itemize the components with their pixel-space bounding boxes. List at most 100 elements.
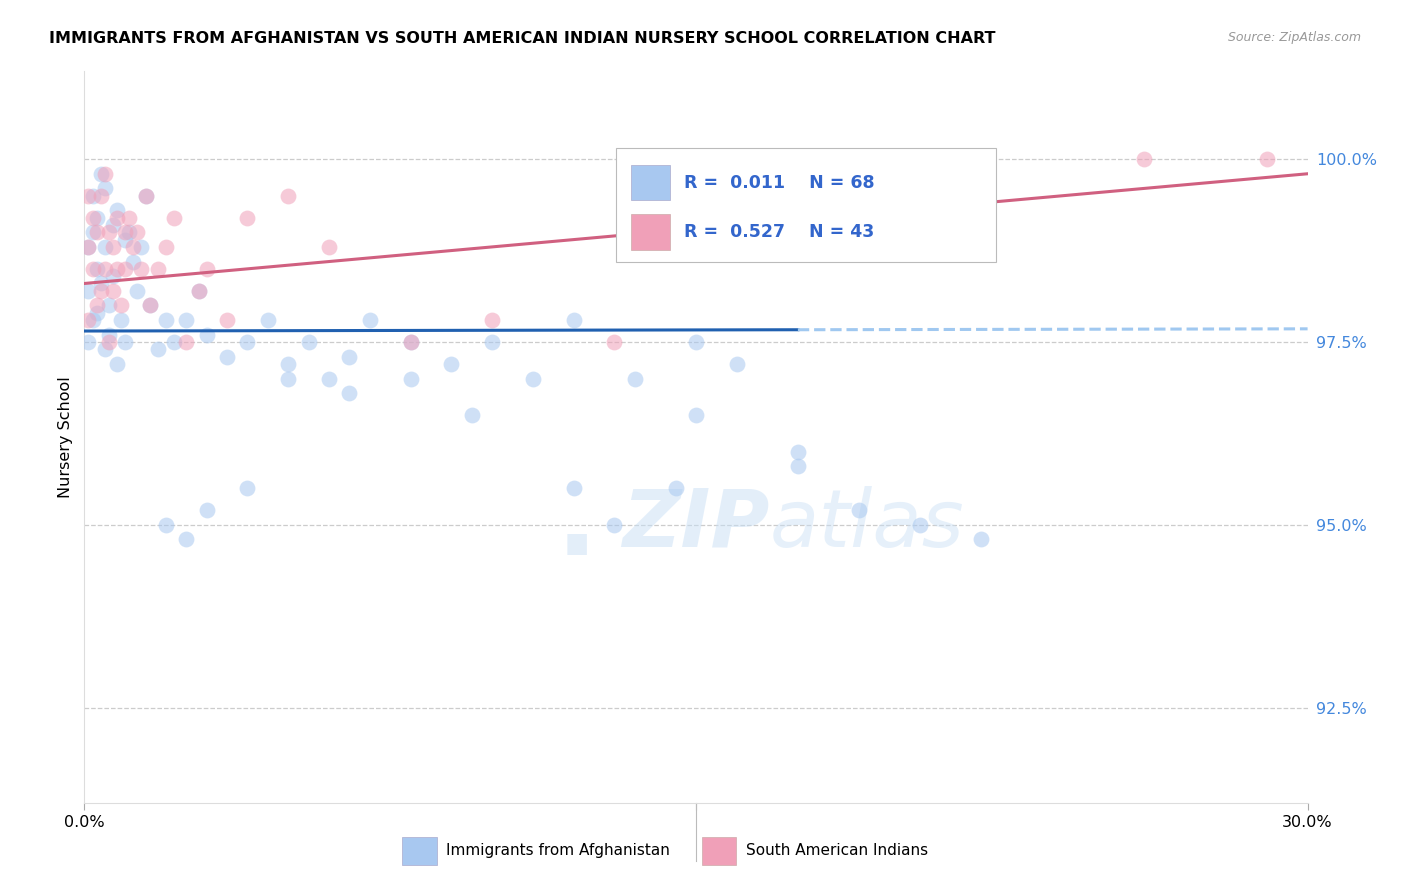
Point: [82, 225, 104, 239]
Point: [86, 225, 108, 239]
Point: [174, 334, 197, 349]
Point: [101, 218, 124, 232]
Text: R =  0.011    N = 68: R = 0.011 N = 68: [683, 174, 875, 192]
Point: [163, 334, 186, 349]
Y-axis label: Nursery School: Nursery School: [58, 376, 73, 498]
Text: Immigrants from Afghanistan: Immigrants from Afghanistan: [447, 843, 671, 858]
Point: [562, 313, 585, 327]
Point: [399, 334, 422, 349]
Point: [257, 313, 280, 327]
Point: [77, 313, 100, 327]
Point: [114, 233, 136, 247]
Point: [110, 298, 132, 312]
Point: [110, 313, 132, 327]
Point: [105, 261, 128, 276]
Point: [146, 261, 169, 276]
Point: [93, 240, 115, 254]
Point: [195, 327, 218, 342]
Point: [131, 261, 153, 276]
Point: [217, 313, 239, 327]
Point: [461, 408, 484, 422]
Point: [481, 313, 503, 327]
Point: [90, 284, 112, 298]
Point: [93, 181, 115, 195]
Point: [97, 225, 120, 239]
Bar: [631, 214, 671, 250]
Point: [195, 503, 218, 517]
Point: [155, 240, 177, 254]
Point: [97, 298, 120, 312]
Point: [522, 371, 544, 385]
Bar: [631, 165, 671, 200]
Point: [195, 261, 218, 276]
Point: [127, 225, 149, 239]
Point: [787, 444, 810, 458]
Point: [236, 334, 259, 349]
Point: [187, 284, 209, 298]
Point: [105, 203, 128, 218]
Point: [236, 211, 259, 225]
Point: [77, 188, 100, 202]
Point: [440, 357, 463, 371]
Point: [114, 334, 136, 349]
Point: [685, 408, 707, 422]
Point: [624, 371, 647, 385]
Point: [138, 298, 160, 312]
Text: ZIP: ZIP: [623, 486, 769, 564]
Text: R =  0.527    N = 43: R = 0.527 N = 43: [683, 223, 875, 241]
Point: [82, 261, 104, 276]
Point: [86, 298, 108, 312]
Point: [359, 313, 381, 327]
Point: [155, 517, 177, 532]
Point: [399, 371, 422, 385]
Text: South American Indians: South American Indians: [747, 843, 928, 858]
Point: [105, 357, 128, 371]
Point: [77, 240, 100, 254]
Point: [1256, 152, 1278, 166]
Point: [118, 211, 141, 225]
Point: [174, 313, 197, 327]
Point: [122, 240, 145, 254]
Point: [86, 211, 108, 225]
Point: [77, 334, 100, 349]
Point: [101, 269, 124, 284]
Point: [138, 298, 160, 312]
Point: [603, 517, 626, 532]
Point: [135, 188, 157, 202]
Point: [318, 240, 340, 254]
Point: [187, 284, 209, 298]
Point: [105, 211, 128, 225]
Point: [97, 334, 120, 349]
Bar: [402, 838, 437, 865]
Point: [127, 284, 149, 298]
Text: IMMIGRANTS FROM AFGHANISTAN VS SOUTH AMERICAN INDIAN NURSERY SCHOOL CORRELATION : IMMIGRANTS FROM AFGHANISTAN VS SOUTH AME…: [49, 31, 995, 46]
Point: [970, 152, 993, 166]
Point: [277, 371, 299, 385]
Point: [90, 167, 112, 181]
Point: [277, 188, 299, 202]
Point: [122, 254, 145, 268]
Point: [101, 284, 124, 298]
Point: [118, 225, 141, 239]
Point: [318, 371, 340, 385]
Point: [135, 188, 157, 202]
Point: [970, 533, 993, 547]
Point: [910, 517, 932, 532]
Point: [399, 334, 422, 349]
Point: [131, 240, 153, 254]
Point: [77, 284, 100, 298]
Point: [217, 350, 239, 364]
Point: [114, 261, 136, 276]
Point: [685, 334, 707, 349]
Point: [93, 261, 115, 276]
Point: [86, 306, 108, 320]
Text: .: .: [555, 471, 598, 578]
Point: [82, 188, 104, 202]
Point: [155, 313, 177, 327]
Point: [101, 240, 124, 254]
Point: [114, 225, 136, 239]
Point: [97, 327, 120, 342]
Point: [93, 167, 115, 181]
Point: [82, 211, 104, 225]
Point: [93, 343, 115, 357]
